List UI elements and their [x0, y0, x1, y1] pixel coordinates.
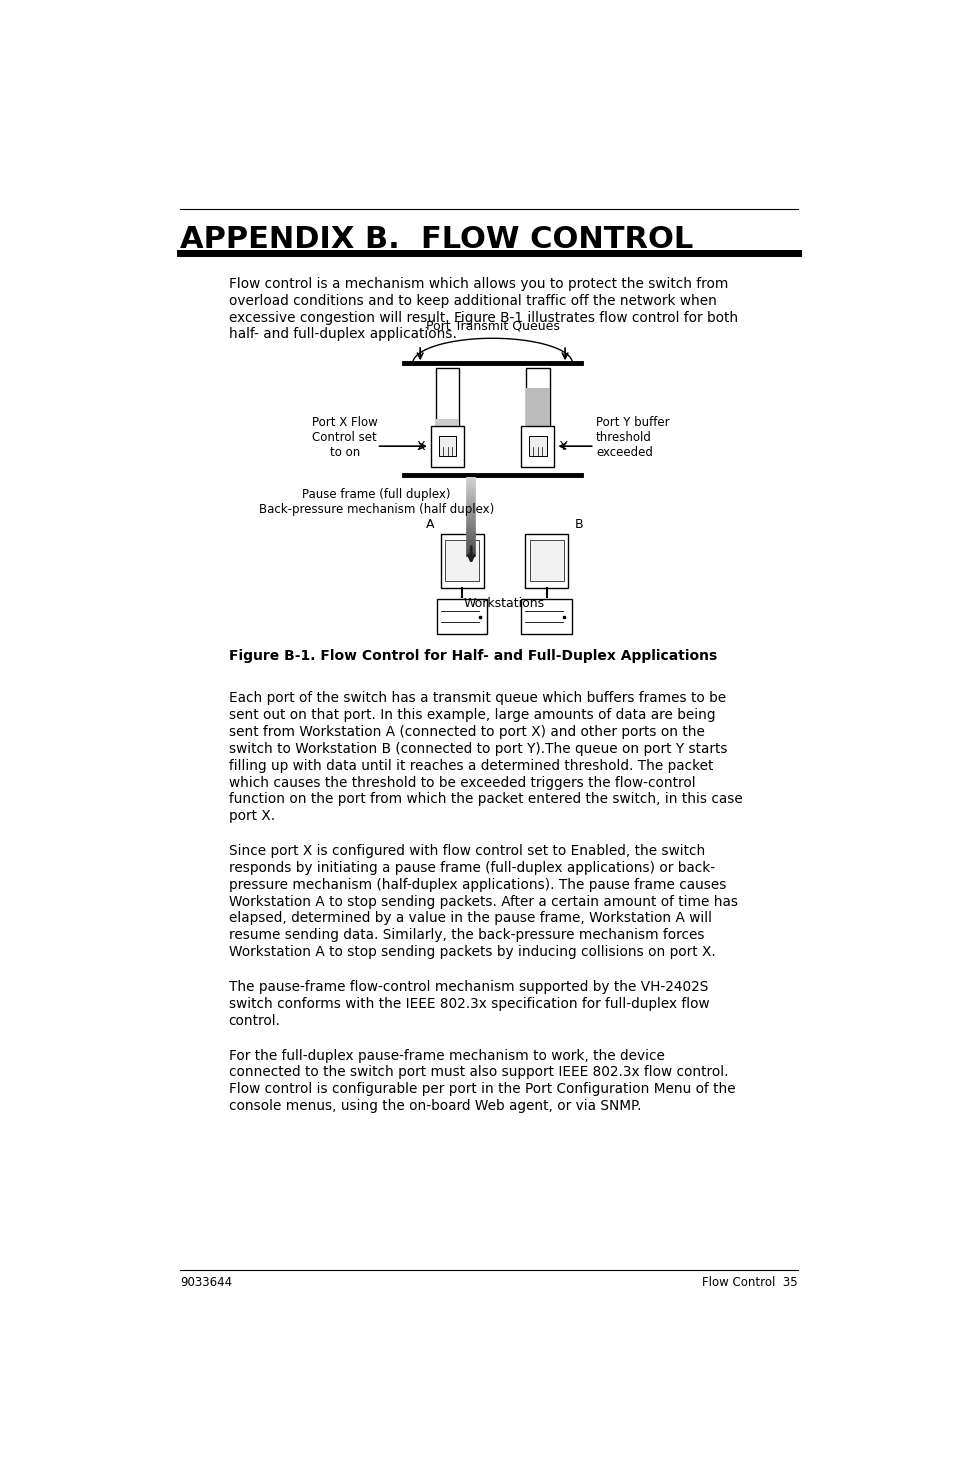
Text: A: A: [425, 518, 434, 531]
Text: Port Y buffer
threshold
exceeded: Port Y buffer threshold exceeded: [596, 416, 669, 459]
Text: Y: Y: [559, 440, 567, 453]
Bar: [431, 426, 463, 466]
Text: Port X Flow
Control set
to on: Port X Flow Control set to on: [312, 416, 377, 459]
Text: Flow control is configurable per port in the Port Configuration Menu of the: Flow control is configurable per port in…: [229, 1083, 735, 1096]
Text: switch conforms with the IEEE 802.3x specification for full-duplex flow: switch conforms with the IEEE 802.3x spe…: [229, 997, 708, 1010]
Text: half- and full-duplex applications.: half- and full-duplex applications.: [229, 327, 456, 341]
Bar: [436, 599, 487, 634]
Text: Each port of the switch has a transmit queue which buffers frames to be: Each port of the switch has a transmit q…: [229, 692, 725, 705]
Text: Workstation A to stop sending packets. After a certain amount of time has: Workstation A to stop sending packets. A…: [229, 894, 737, 909]
Text: B: B: [574, 518, 582, 531]
Text: overload conditions and to keep additional traffic off the network when: overload conditions and to keep addition…: [229, 294, 716, 308]
Text: resume sending data. Similarly, the back-pressure mechanism forces: resume sending data. Similarly, the back…: [229, 928, 703, 943]
Text: Workstation A to stop sending packets by inducing collisions on port X.: Workstation A to stop sending packets by…: [229, 945, 715, 959]
Bar: [445, 540, 478, 581]
Text: X: X: [416, 440, 425, 453]
Bar: [436, 419, 459, 438]
Text: Since port X is configured with flow control set to Enabled, the switch: Since port X is configured with flow con…: [229, 844, 704, 858]
Text: pressure mechanism (half-duplex applications). The pause frame causes: pressure mechanism (half-duplex applicat…: [229, 878, 725, 892]
Bar: [521, 426, 554, 466]
Text: connected to the switch port must also support IEEE 802.3x flow control.: connected to the switch port must also s…: [229, 1065, 727, 1080]
Bar: [524, 534, 567, 589]
Text: excessive congestion will result. Figure B-1 illustrates flow control for both: excessive congestion will result. Figure…: [229, 311, 737, 324]
Bar: [521, 599, 571, 634]
Bar: [525, 367, 549, 438]
Text: control.: control.: [229, 1013, 280, 1028]
Text: Flow Control  35: Flow Control 35: [701, 1276, 797, 1289]
Text: Workstations: Workstations: [463, 597, 544, 611]
Bar: [529, 540, 563, 581]
Text: Figure B-1. Flow Control for Half- and Full-Duplex Applications: Figure B-1. Flow Control for Half- and F…: [229, 649, 716, 664]
Text: 9033644: 9033644: [180, 1276, 232, 1289]
Bar: [525, 388, 549, 438]
Text: sent out on that port. In this example, large amounts of data are being: sent out on that port. In this example, …: [229, 708, 715, 723]
Bar: [440, 534, 483, 589]
Text: function on the port from which the packet entered the switch, in this case: function on the port from which the pack…: [229, 792, 741, 807]
Bar: [528, 437, 546, 456]
Text: The pause-frame flow-control mechanism supported by the VH-2402S: The pause-frame flow-control mechanism s…: [229, 979, 707, 994]
Text: switch to Workstation B (connected to port Y).The queue on port Y starts: switch to Workstation B (connected to po…: [229, 742, 726, 755]
Text: APPENDIX B.  FLOW CONTROL: APPENDIX B. FLOW CONTROL: [180, 224, 693, 254]
Text: responds by initiating a pause frame (full-duplex applications) or back-: responds by initiating a pause frame (fu…: [229, 861, 714, 875]
Text: sent from Workstation A (connected to port X) and other ports on the: sent from Workstation A (connected to po…: [229, 726, 704, 739]
Text: filling up with data until it reaches a determined threshold. The packet: filling up with data until it reaches a …: [229, 758, 712, 773]
Text: port X.: port X.: [229, 810, 274, 823]
Text: Flow control is a mechanism which allows you to protect the switch from: Flow control is a mechanism which allows…: [229, 277, 727, 291]
Text: elapsed, determined by a value in the pause frame, Workstation A will: elapsed, determined by a value in the pa…: [229, 912, 711, 925]
Bar: [436, 367, 459, 438]
Text: which causes the threshold to be exceeded triggers the flow-control: which causes the threshold to be exceede…: [229, 776, 695, 789]
Text: Pause frame (full duplex)
Back-pressure mechanism (half duplex): Pause frame (full duplex) Back-pressure …: [258, 488, 494, 516]
Text: For the full-duplex pause-frame mechanism to work, the device: For the full-duplex pause-frame mechanis…: [229, 1049, 664, 1062]
Text: Port Transmit Queues: Port Transmit Queues: [425, 320, 559, 332]
Bar: [438, 437, 456, 456]
Text: console menus, using the on-board Web agent, or via SNMP.: console menus, using the on-board Web ag…: [229, 1099, 640, 1114]
